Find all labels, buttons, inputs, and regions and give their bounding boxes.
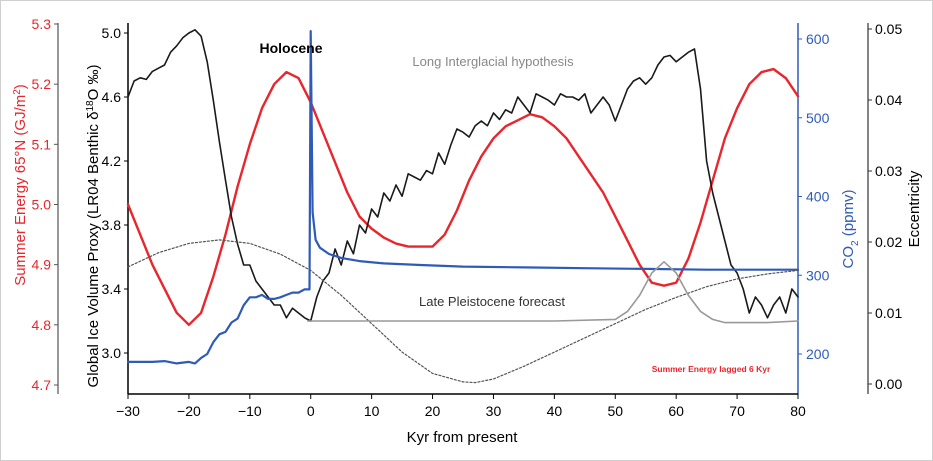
x-axis-label: Kyr from present xyxy=(407,429,519,446)
ice-tick-label: 3.0 xyxy=(102,345,122,361)
co2-tick-label: 500 xyxy=(806,110,830,126)
x-tick-label: 20 xyxy=(425,403,441,419)
energy-axis-label: Summer Energy 65°N (GJ/m2) xyxy=(12,84,29,286)
annotation-late-pleistocene: Late Pleistocene forecast xyxy=(419,294,565,309)
eccentricity-tick-label: 0.04 xyxy=(875,92,902,108)
x-tick-label: 30 xyxy=(486,403,502,419)
ice-tick-label: 4.6 xyxy=(102,89,122,105)
series-group xyxy=(126,28,800,384)
x-tick-label: −30 xyxy=(116,403,140,419)
co2-tick-label: 200 xyxy=(806,346,830,362)
annotation-long-interglacial: Long Interglacial hypothesis xyxy=(412,54,574,69)
labels-group: Holocene Long Interglacial hypothesis La… xyxy=(12,40,923,446)
long-interglacial-line xyxy=(306,260,799,324)
ice-tick-label: 4.2 xyxy=(102,153,122,169)
x-tick-label: −20 xyxy=(177,403,201,419)
x-tick-label: −10 xyxy=(238,403,262,419)
eccentricity-tick-label: 0.02 xyxy=(875,234,902,250)
ice-volume-line xyxy=(127,28,799,322)
co2-axis-label: CO2 (ppmv) xyxy=(840,190,861,269)
eccentricity-axis-label: Eccentricity xyxy=(906,170,923,247)
energy-tick-label: 5.1 xyxy=(32,136,52,152)
co2-tick-label: 400 xyxy=(806,189,830,205)
co2-line xyxy=(126,30,800,365)
x-tick-label: 40 xyxy=(547,403,563,419)
ice-tick-label: 3.4 xyxy=(102,281,122,297)
energy-tick-label: 4.9 xyxy=(32,257,52,273)
energy-tick-label: 4.8 xyxy=(32,317,52,333)
eccentricity-tick-label: 0.05 xyxy=(875,21,902,37)
x-tick-label: 70 xyxy=(729,403,745,419)
annotation-lag-note: Summer Energy lagged 6 Kyr xyxy=(652,364,771,374)
x-tick-label: 50 xyxy=(607,403,623,419)
eccentricity-tick-label: 0.01 xyxy=(875,305,902,321)
x-tick-label: 80 xyxy=(790,403,806,419)
ice-tick-label: 5.0 xyxy=(102,25,122,41)
energy-tick-label: 5.0 xyxy=(32,197,52,213)
energy-tick-label: 5.3 xyxy=(32,16,52,32)
x-tick-label: 0 xyxy=(307,403,315,419)
energy-tick-label: 5.2 xyxy=(32,76,52,92)
x-tick-label: 10 xyxy=(364,403,380,419)
ice-axis-label: Global Ice Volume Proxy (LR04 Benthic δ1… xyxy=(85,65,102,388)
ice-tick-label: 3.8 xyxy=(102,217,122,233)
eccentricity-tick-label: 0.00 xyxy=(875,376,902,392)
x-tick-label: 60 xyxy=(668,403,684,419)
annotation-holocene: Holocene xyxy=(259,40,322,56)
summer-energy-line xyxy=(126,67,800,326)
energy-tick-label: 4.7 xyxy=(32,377,52,393)
eccentricity-tick-label: 0.03 xyxy=(875,163,902,179)
eccentricity-line xyxy=(127,239,799,384)
co2-tick-label: 600 xyxy=(806,31,830,47)
co2-tick-label: 300 xyxy=(806,267,830,283)
axes-group: 4.7 4.8 4.9 5.0 5.1 5.2 5.3 3.0 3.4 3.8 4.2 4.6 5.0 2… xyxy=(32,16,903,419)
